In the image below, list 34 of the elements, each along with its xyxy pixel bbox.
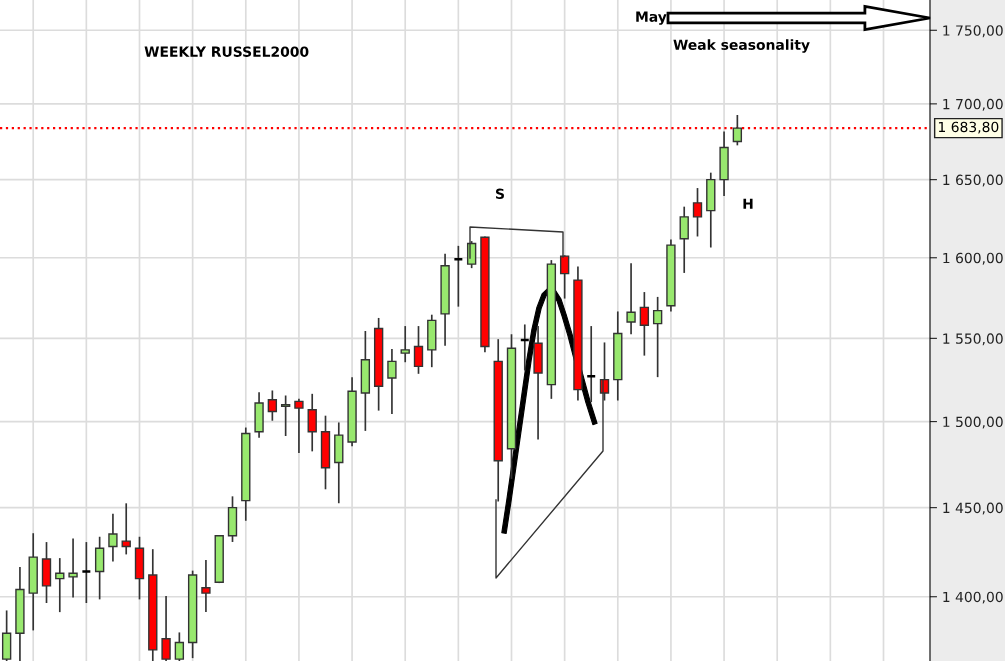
annotation: Weak seasonality — [673, 39, 810, 53]
y-tick-label: 1 750,00 — [943, 25, 1003, 38]
y-tick-label: 1 650,00 — [943, 174, 1003, 187]
candlestick — [400, 326, 410, 363]
candlestick — [94, 536, 105, 600]
candlestick — [280, 395, 291, 437]
candlestick — [267, 390, 278, 421]
candlestick — [68, 538, 78, 598]
ref-line-label: 1 683,80 — [938, 121, 999, 134]
y-tick-label: 1 550,00 — [943, 333, 1003, 346]
y-tick-label: 1 600,00 — [943, 252, 1003, 265]
candlestick — [639, 292, 650, 356]
y-tick-label: 1 450,00 — [943, 502, 1003, 515]
candlestick — [174, 632, 185, 661]
text: WEEKLY RUSSEL2000 — [144, 46, 309, 57]
y-tick-label: 1 500,00 — [943, 416, 1003, 429]
candlestick — [732, 115, 743, 146]
candlestick — [307, 393, 317, 452]
candlestick — [626, 263, 636, 335]
annotation: H — [743, 198, 753, 209]
candlestick — [387, 349, 397, 414]
annotation: S — [496, 188, 504, 200]
candlestick — [121, 503, 131, 555]
y-tick-label: 1 700,00 — [943, 98, 1003, 111]
y-tick-label: 1 400,00 — [943, 591, 1003, 604]
candlestick — [679, 206, 689, 273]
candlestick — [201, 559, 211, 613]
annotation: May — [636, 11, 667, 25]
candlestick — [161, 595, 171, 661]
candlestick — [413, 326, 424, 374]
candlestick — [108, 513, 118, 562]
candlestick — [294, 398, 304, 454]
candlestick — [692, 188, 703, 237]
candlestick — [652, 296, 663, 378]
